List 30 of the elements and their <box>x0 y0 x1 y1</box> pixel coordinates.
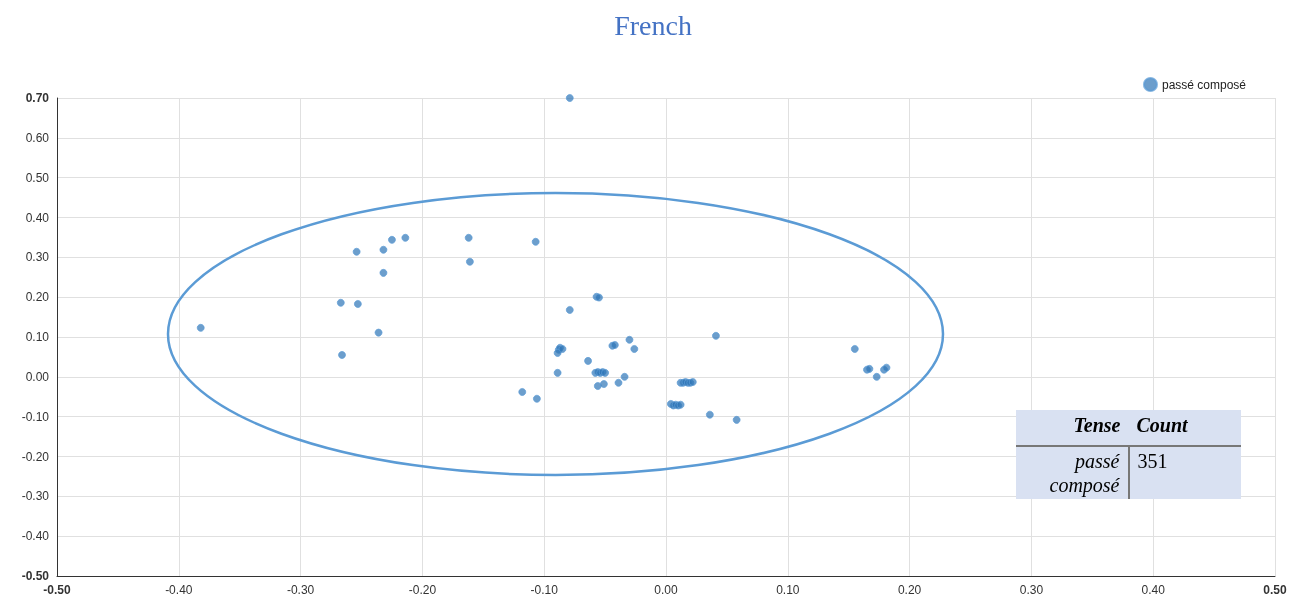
x-tick-label: 0.50 <box>1263 583 1287 597</box>
x-tick-label: -0.20 <box>408 583 437 597</box>
x-tick-label: 0.10 <box>776 583 800 597</box>
x-tick-label: 0.20 <box>897 583 922 597</box>
y-tick-label: -0.40 <box>21 529 50 544</box>
x-tick-label: 0.30 <box>1019 583 1044 597</box>
annotation: Count <box>1128 410 1241 446</box>
y-tick-label: 0.60 <box>25 130 50 145</box>
x-tick-label: -0.10 <box>530 583 559 597</box>
annotation: 351 <box>1128 446 1241 499</box>
x-tick-label: -0.30 <box>286 583 315 597</box>
legend-label: passé composé <box>1161 77 1247 92</box>
x-tick-label: -0.40 <box>165 583 193 597</box>
y-tick-label: 0.70 <box>25 91 50 105</box>
x-tick-label: 0.00 <box>654 583 678 597</box>
y-tick-label: -0.10 <box>21 409 50 424</box>
chart-title: French <box>614 9 692 41</box>
y-tick-label: 0.30 <box>25 250 50 265</box>
x-tick-label: 0.40 <box>1141 583 1166 597</box>
y-tick-label: 0.50 <box>25 170 50 185</box>
annotation: Tense <box>1016 410 1129 446</box>
annotation: passé composé <box>1048 449 1121 499</box>
y-tick-label: -0.20 <box>21 449 50 464</box>
y-tick-label: 0.20 <box>25 290 50 305</box>
y-tick-label: -0.50 <box>21 569 50 583</box>
y-tick-label: 0.10 <box>25 330 50 344</box>
y-tick-label: 0.40 <box>25 210 50 225</box>
y-tick-label: -0.30 <box>21 489 50 504</box>
y-tick-label: 0.00 <box>25 369 50 384</box>
x-tick-label: -0.50 <box>43 583 71 597</box>
